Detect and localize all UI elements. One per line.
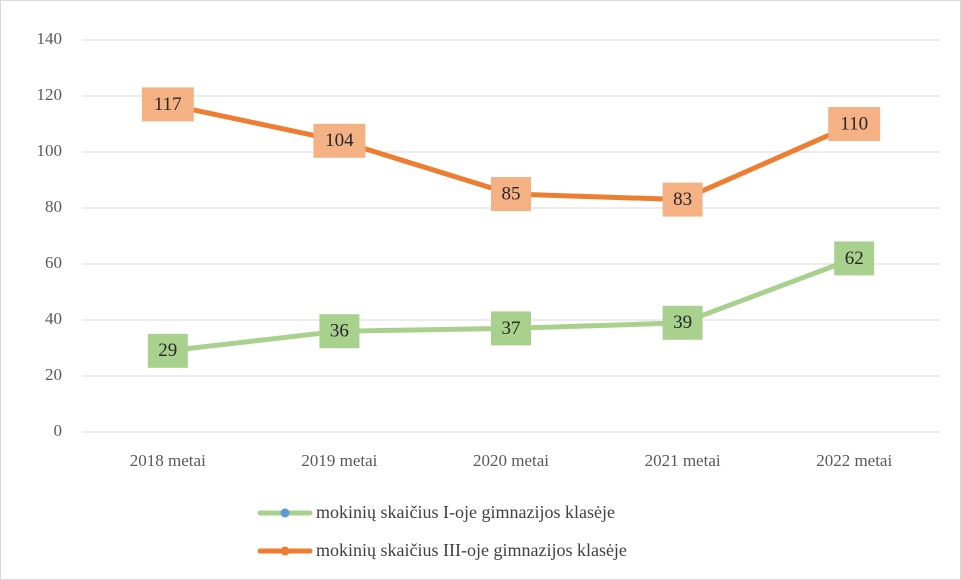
data-label-box: [319, 314, 360, 349]
data-label-box: [662, 182, 703, 217]
x-tick-label: 2021 metai: [645, 451, 721, 470]
data-label-box: [491, 311, 531, 346]
data-label: 85: [502, 183, 521, 204]
data-label: 83: [673, 189, 692, 210]
data-label-box: [662, 305, 703, 340]
data-label-box: [147, 333, 188, 368]
y-tick-label: 120: [37, 85, 63, 104]
y-tick-label: 140: [37, 29, 63, 48]
y-tick-label: 0: [54, 421, 63, 440]
data-label: 117: [154, 94, 182, 115]
y-tick-label: 40: [45, 309, 62, 328]
data-label-box: [828, 107, 881, 141]
x-tick-label: 2022 metai: [816, 451, 892, 470]
data-label: 39: [673, 312, 692, 333]
x-tick-label: 2020 metai: [473, 451, 549, 470]
legend-label: mokinių skaičius III-oje gimnazijos klas…: [316, 540, 627, 560]
x-tick-label: 2018 metai: [130, 451, 206, 470]
data-label-box: [141, 87, 194, 122]
data-label: 37: [502, 318, 521, 339]
legend-marker: [280, 546, 290, 556]
data-label-box: [491, 177, 531, 211]
legend-marker: [280, 508, 290, 518]
data-label: 29: [158, 340, 177, 361]
y-tick-label: 100: [37, 141, 63, 160]
legend-label: mokinių skaičius I-oje gimnazijos klasėj…: [316, 502, 615, 522]
data-label: 104: [325, 130, 354, 151]
y-tick-label: 80: [45, 197, 62, 216]
x-tick-label: 2019 metai: [301, 451, 377, 470]
y-tick-label: 20: [45, 365, 62, 384]
data-label: 110: [840, 113, 868, 134]
data-label: 36: [330, 321, 349, 342]
y-tick-label: 60: [45, 253, 62, 272]
data-label-box: [834, 241, 875, 276]
data-label: 62: [845, 248, 864, 269]
data-label-box: [313, 123, 366, 158]
